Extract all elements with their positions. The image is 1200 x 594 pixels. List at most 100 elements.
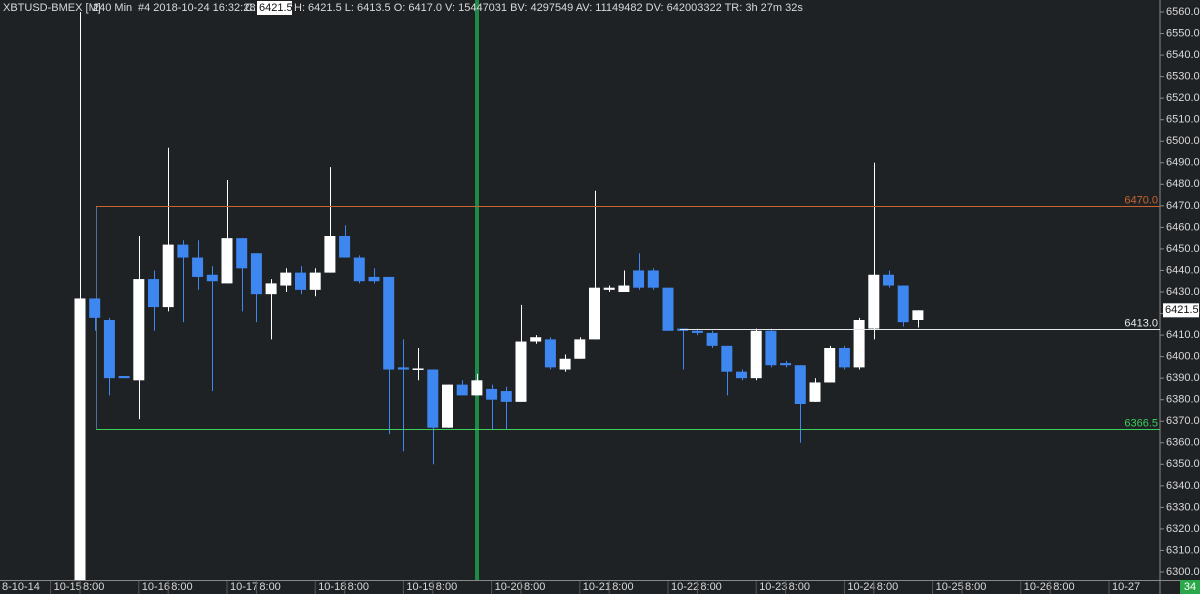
x-tick-label: 8:00 — [789, 581, 810, 593]
badge: 34 — [1184, 581, 1196, 593]
y-tick-label: 6550.0 — [1166, 27, 1200, 39]
close-value-box — [257, 1, 292, 15]
candle-body — [824, 348, 836, 383]
candle-body — [794, 365, 806, 404]
candle-body — [236, 238, 248, 269]
candle-body — [427, 369, 439, 428]
candle-body — [118, 376, 130, 379]
candle-body — [868, 274, 880, 329]
x-tick-label: 8:00 — [877, 581, 898, 593]
x-tick-label: 10-25 — [936, 581, 964, 593]
y-tick-label: 6350.0 — [1166, 458, 1200, 470]
candle-body — [133, 279, 145, 381]
candle-body — [339, 236, 351, 258]
candle-body — [897, 285, 909, 323]
candle-body — [309, 272, 321, 290]
candle-body — [265, 283, 277, 295]
candle-body — [397, 367, 409, 370]
x-tick-label: 10-19 — [406, 581, 434, 593]
x-tick-label: 8:00 — [524, 581, 545, 593]
candle-body — [603, 287, 615, 290]
x-tick-label: 8:00 — [436, 581, 457, 593]
y-tick-label: 6320.0 — [1166, 523, 1200, 535]
bar-info: #4 2018-10-24 16:32:28 — [138, 2, 255, 14]
x-tick-label: 10-18 — [318, 581, 346, 593]
x-start-label: 8-10-14 — [2, 581, 40, 593]
x-tick-label: 8:00 — [348, 581, 369, 593]
candle-body — [809, 382, 821, 402]
x-tick-label: 8:00 — [700, 581, 721, 593]
candle-body — [353, 257, 365, 282]
x-tick-label: 10-21 — [583, 581, 611, 593]
candle-body — [765, 330, 777, 366]
candle-body — [103, 320, 115, 379]
y-tick-label: 6510.0 — [1166, 114, 1200, 126]
candle-body — [280, 272, 292, 286]
x-tick-label: 8:00 — [83, 581, 104, 593]
candle-body — [89, 298, 101, 318]
level-label: 6470.0 — [1124, 194, 1158, 206]
candle-body — [177, 244, 189, 258]
interval: 240 Min — [93, 2, 132, 14]
x-tick-label: 10-23 — [759, 581, 787, 593]
x-tick-label: 8:00 — [1053, 581, 1074, 593]
level-label: 6413.0 — [1124, 317, 1158, 329]
last-price-label: 6421.5 — [1165, 304, 1199, 316]
x-tick-label: 10-17 — [230, 581, 258, 593]
y-tick-label: 6540.0 — [1166, 49, 1200, 61]
y-tick-label: 6370.0 — [1166, 415, 1200, 427]
y-tick-label: 6300.0 — [1166, 566, 1200, 578]
y-tick-label: 6400.0 — [1166, 351, 1200, 363]
close-label: C: — [245, 2, 256, 14]
x-tick-label: 8:00 — [965, 581, 986, 593]
candle-body — [471, 380, 483, 396]
candle-body — [162, 244, 174, 308]
y-tick-label: 6520.0 — [1166, 92, 1200, 104]
candle-body — [838, 348, 850, 368]
x-tick-label: 8:00 — [171, 581, 192, 593]
candle-body — [691, 330, 703, 333]
y-tick-label: 6440.0 — [1166, 264, 1200, 276]
y-tick-label: 6530.0 — [1166, 71, 1200, 83]
y-tick-label: 6360.0 — [1166, 437, 1200, 449]
bar-stats: H: 6421.5 L: 6413.5 O: 6417.0 V: 1544703… — [294, 2, 803, 14]
candle-body — [883, 274, 894, 286]
x-tick-label: 10-26 — [1024, 581, 1052, 593]
x-tick-label: 10-24 — [847, 581, 875, 593]
y-tick-label: 6460.0 — [1166, 221, 1200, 233]
candle-body — [647, 270, 659, 288]
symbol: XBTUSD-BMEX [M] — [3, 2, 101, 14]
y-tick-label: 6480.0 — [1166, 178, 1200, 190]
x-tick-label: 10-22 — [671, 581, 699, 593]
y-tick-label: 6340.0 — [1166, 480, 1200, 492]
y-tick-label: 6410.0 — [1166, 329, 1200, 341]
candle-body — [295, 272, 306, 290]
y-tick-label: 6450.0 — [1166, 243, 1200, 255]
candle-body — [456, 384, 468, 396]
x-tick-label: 10-15 — [54, 581, 82, 593]
candle-body — [221, 238, 233, 284]
x-tick-label: 8:00 — [259, 581, 280, 593]
y-tick-label: 6380.0 — [1166, 394, 1200, 406]
close-value: 6421.5 — [259, 2, 293, 14]
candle-body — [500, 391, 512, 402]
candle-body — [324, 236, 336, 273]
candle-body — [559, 358, 571, 370]
candle-body — [780, 363, 792, 366]
candle-body — [633, 270, 645, 288]
y-tick-label: 6500.0 — [1166, 135, 1200, 147]
x-tick-label: 10-16 — [142, 581, 170, 593]
candle-body — [250, 253, 262, 295]
y-tick-label: 6430.0 — [1166, 286, 1200, 298]
candle-body — [912, 310, 924, 320]
candle-body — [706, 332, 718, 346]
x-tick-label: 8:00 — [612, 581, 633, 593]
last-price-box — [1163, 303, 1199, 318]
candle-body — [853, 320, 865, 368]
candle-body — [148, 279, 159, 308]
y-tick-label: 6390.0 — [1166, 372, 1200, 384]
y-tick-label: 6310.0 — [1166, 544, 1200, 556]
candle-body — [721, 345, 733, 372]
candle-body — [192, 257, 204, 277]
candle-body — [412, 368, 424, 370]
